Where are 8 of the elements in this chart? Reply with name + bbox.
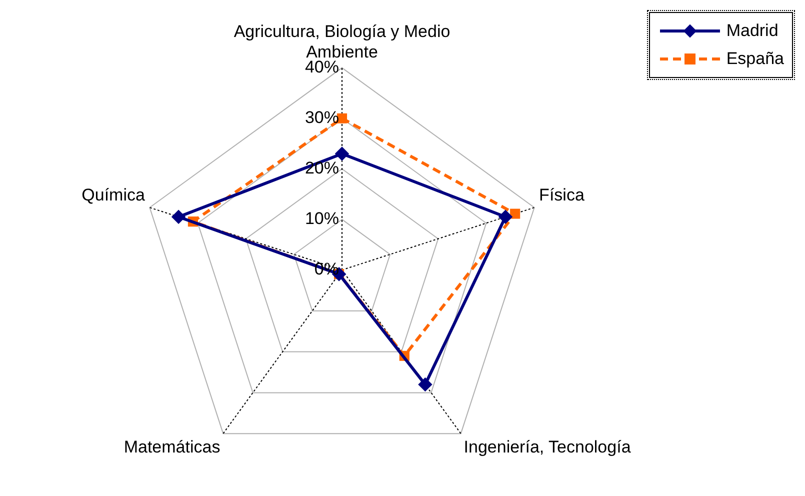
legend-label: Madrid	[726, 21, 778, 41]
spoke-label: Matemáticas	[124, 438, 220, 457]
y-tick-label: 20%	[304, 158, 339, 178]
spoke-label: Física	[539, 185, 585, 204]
y-tick-label: 10%	[304, 209, 339, 228]
spoke-label: Ingeniería, Tecnología	[464, 438, 632, 457]
legend-label: España	[726, 49, 784, 69]
spoke-label: Química	[82, 185, 146, 204]
